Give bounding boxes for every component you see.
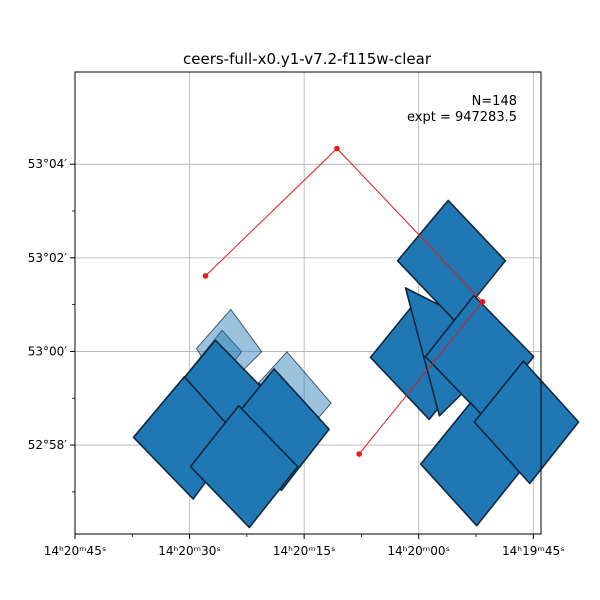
x-tick-label: 14ʰ19ᵐ45ˢ [502, 544, 565, 558]
pointing-path-point [202, 273, 209, 279]
x-tick-label: 14ʰ20ᵐ30ˢ [158, 544, 221, 558]
footprint-layer [132, 199, 580, 529]
x-tick-label: 14ʰ20ᵐ45ˢ [44, 544, 107, 558]
detector-footprint [396, 199, 507, 323]
detector-footprint [473, 360, 580, 485]
pointing-path-point [334, 145, 340, 152]
y-tick-label: 52°58′ [28, 438, 68, 452]
y-tick-label: 53°02′ [28, 251, 68, 265]
pointing-path-point [356, 451, 362, 457]
annotation-text: N=148 [472, 94, 517, 109]
pointing-path-line [205, 147, 484, 455]
plot-frame [74, 71, 542, 535]
chart-title: ceers-full-x0.y1-v7.2-f115w-clear [183, 50, 432, 68]
x-tick-label: 14ʰ20ᵐ00ˢ [387, 544, 450, 558]
detector-footprint [189, 404, 299, 529]
axis-ticks: 14ʰ20ᵐ45ˢ 14ʰ20ᵐ30ˢ 14ʰ20ᵐ15ˢ 14ʰ20ᵐ00ˢ 14ʰ1… [28, 157, 565, 558]
pointing-path [202, 145, 486, 457]
y-tick-label: 53°04′ [28, 157, 68, 171]
x-tick-label: 14ʰ20ᵐ15ˢ [273, 544, 336, 558]
y-tick-label: 53°00′ [28, 344, 68, 358]
pointing-path-point [479, 299, 486, 305]
annotation-text: expt = 947283.5 [407, 110, 517, 125]
